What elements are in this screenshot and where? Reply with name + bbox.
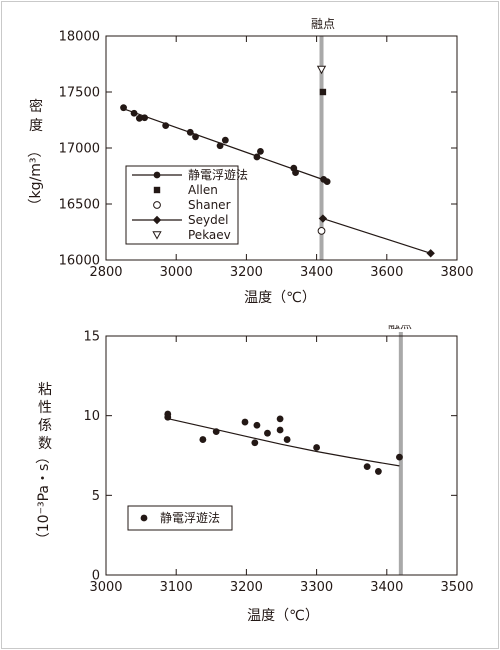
y-tick-label: 15 bbox=[83, 330, 100, 345]
y-axis-title-char-4: 数 bbox=[38, 436, 52, 452]
data-point bbox=[363, 463, 371, 471]
x-tick-label: 3500 bbox=[440, 580, 473, 595]
data-point bbox=[396, 453, 403, 461]
x-tick-label: 3000 bbox=[89, 580, 122, 595]
x-axis-title: 温度（℃） bbox=[244, 290, 316, 306]
plot-layer: 3000 3100 3200 3300 3400 3500 0 5 10 15 静電浮遊法 bbox=[83, 330, 473, 596]
data-point bbox=[212, 428, 220, 435]
legend-marker bbox=[152, 231, 162, 240]
legend-label: Allen bbox=[188, 183, 218, 197]
y-tick-label: 18000 bbox=[59, 30, 100, 45]
x-tick-label: 3600 bbox=[370, 265, 403, 280]
data-point bbox=[251, 439, 259, 447]
y-tick-label: 17500 bbox=[59, 86, 100, 101]
legend-marker bbox=[140, 514, 148, 522]
series-line bbox=[169, 418, 400, 467]
data-point bbox=[313, 444, 320, 451]
data-point bbox=[253, 421, 261, 429]
x-tick-label: 3100 bbox=[160, 580, 193, 595]
data-point bbox=[264, 429, 271, 437]
y-axis-title-char-2: 度 bbox=[29, 118, 43, 134]
data-point bbox=[283, 436, 291, 443]
legend-marker bbox=[153, 186, 161, 194]
data-point bbox=[316, 65, 327, 75]
plot-layer: 2800 3000 3200 3400 3600 3800 16000 16500 17000 1… bbox=[59, 30, 474, 281]
data-point bbox=[141, 114, 149, 122]
x-tick-label: 3000 bbox=[160, 265, 193, 280]
data-point bbox=[120, 104, 127, 112]
data-point bbox=[317, 226, 326, 235]
data-point bbox=[186, 128, 194, 136]
data-point bbox=[292, 169, 299, 177]
density-chart: 2800 3000 3200 3400 3600 3800 16000 16500 17000 1… bbox=[28, 17, 474, 306]
y-axis-title-char-2: 性 bbox=[38, 400, 52, 416]
legend-marker bbox=[152, 215, 162, 225]
data-point bbox=[257, 147, 264, 155]
data-point bbox=[323, 178, 331, 186]
melting-point-line bbox=[398, 332, 403, 575]
legend-label: Seydel bbox=[188, 213, 228, 227]
data-point bbox=[241, 418, 249, 426]
data-point bbox=[199, 436, 207, 443]
legend-box bbox=[125, 165, 239, 245]
data-point bbox=[276, 426, 284, 434]
data-point bbox=[135, 114, 143, 122]
y-tick-label: 17000 bbox=[59, 142, 100, 157]
data-point bbox=[276, 415, 284, 423]
y-tick-label: 10 bbox=[83, 409, 100, 424]
y-tick-label: 16000 bbox=[59, 254, 100, 269]
data-point bbox=[130, 109, 138, 117]
x-tick-label: 3200 bbox=[230, 580, 263, 595]
data-point bbox=[253, 153, 261, 161]
y-axis-title-char-1: 密 bbox=[29, 98, 43, 115]
y-axis-title-char-1: 粘 bbox=[38, 382, 52, 398]
x-axis-title: 温度（℃） bbox=[247, 608, 319, 624]
data-point bbox=[221, 136, 229, 144]
y-tick-label: 16500 bbox=[59, 198, 100, 213]
melting-point-label: 融点 bbox=[311, 17, 335, 31]
x-tick-label: 2800 bbox=[89, 265, 122, 280]
legend-label: 静電浮遊法 bbox=[188, 167, 248, 182]
data-point bbox=[216, 142, 224, 150]
y-tick-label: 5 bbox=[92, 489, 100, 504]
data-point bbox=[192, 133, 199, 141]
viscosity-chart: 3000 3100 3200 3300 3400 3500 0 5 10 15 静電浮遊法 融点 粘… bbox=[36, 325, 474, 624]
y-tick-label: 0 bbox=[92, 569, 100, 584]
legend-label: Shaner bbox=[188, 198, 231, 212]
data-point bbox=[426, 249, 435, 258]
plot-frame bbox=[105, 335, 458, 576]
melting-point-label: 融点 bbox=[388, 325, 412, 331]
legend-label: 静電浮遊法 bbox=[160, 510, 220, 525]
data-point bbox=[374, 468, 382, 475]
y-axis-title-char-3: 係 bbox=[38, 418, 52, 434]
data-point bbox=[318, 214, 328, 223]
x-tick-label: 3300 bbox=[300, 580, 333, 595]
data-point bbox=[319, 88, 327, 96]
legend-marker bbox=[153, 201, 161, 209]
x-tick-label: 3200 bbox=[230, 265, 263, 280]
data-point bbox=[162, 122, 170, 129]
x-tick-label: 3800 bbox=[440, 265, 473, 280]
legend-label: Pekaev bbox=[188, 228, 231, 242]
y-axis-unit: （kg/m³） bbox=[28, 144, 44, 213]
x-tick-label: 3400 bbox=[370, 580, 403, 595]
legend-marker bbox=[153, 171, 161, 179]
series-line bbox=[322, 218, 431, 254]
data-point bbox=[164, 413, 172, 421]
melting-point-line bbox=[319, 36, 324, 260]
y-axis-unit: （10⁻³Pa・s） bbox=[36, 450, 52, 547]
x-tick-label: 3400 bbox=[300, 265, 333, 280]
